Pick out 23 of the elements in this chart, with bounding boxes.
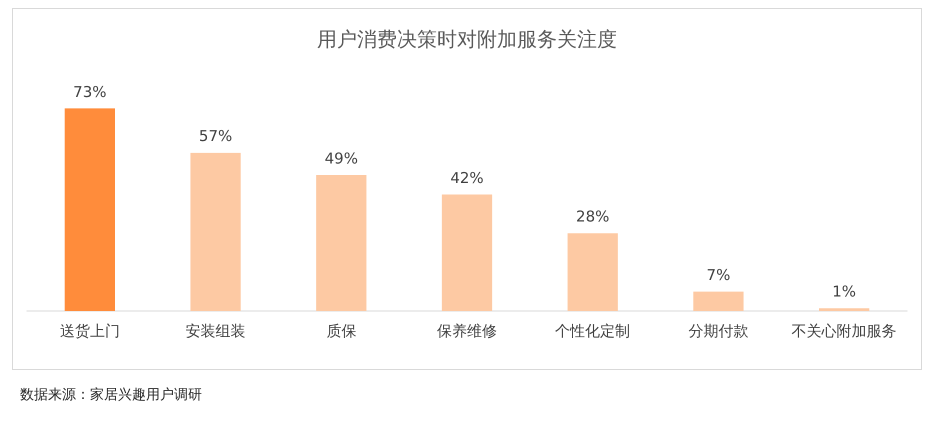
bar (693, 292, 744, 311)
data-label: 7% (706, 266, 730, 284)
x-tick-label: 个性化定制 (555, 322, 630, 340)
data-label: 49% (324, 149, 358, 168)
data-label: 73% (73, 82, 107, 101)
x-tick-label: 分期付款 (688, 322, 748, 340)
bar (442, 194, 492, 311)
data-label: 42% (450, 168, 484, 187)
bar (64, 108, 115, 311)
x-tick-label: 安装组装 (186, 322, 246, 340)
bar (568, 233, 618, 311)
x-tick-label: 送货上门 (60, 322, 120, 340)
x-tick-label: 保养维修 (437, 322, 497, 340)
x-tick-label: 质保 (326, 322, 356, 340)
source-note: 数据来源：家居兴趣用户调研 (20, 386, 202, 404)
data-label: 28% (576, 208, 610, 226)
data-label: 57% (198, 127, 232, 146)
bar (819, 308, 870, 311)
data-label: 1% (832, 282, 856, 301)
bar (190, 152, 241, 311)
bar (316, 175, 366, 311)
chart-title: 用户消费决策时对附加服务关注度 (317, 27, 617, 52)
x-tick-label: 不关心附加服务 (792, 322, 897, 340)
